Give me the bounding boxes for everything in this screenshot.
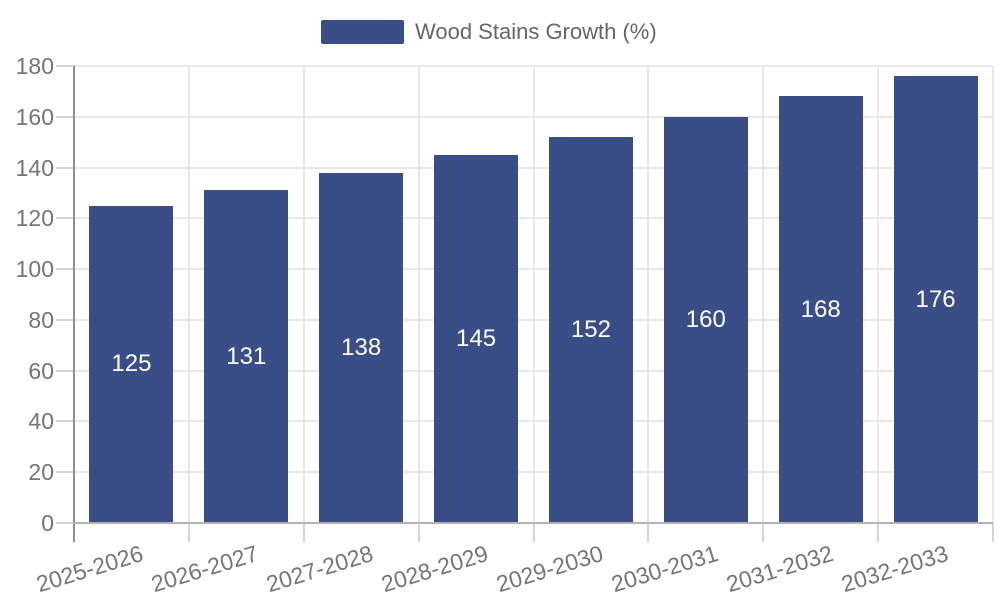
x-tick [877,523,880,542]
bar-value-label: 125 [111,350,152,378]
x-axis-label-2032-2033: 2032-2033 [837,540,951,598]
y-axis-line [73,66,75,542]
y-axis-label: 60 [28,357,54,384]
y-tick [56,369,74,372]
x-tick [762,523,765,542]
bar-2026-2027[interactable] [204,190,289,522]
x-tick [187,523,190,542]
bar-2030-2031[interactable] [663,116,748,522]
legend[interactable]: Wood Stains Growth (%) [321,19,657,45]
bar-2031-2032[interactable] [778,96,863,522]
gridline [417,66,420,522]
legend-swatch [321,20,404,44]
y-axis-label: 0 [41,510,54,536]
bar-2027-2028[interactable] [319,172,404,522]
y-tick [56,268,74,271]
y-tick [56,115,74,118]
bar-value-label: 168 [800,295,841,323]
y-tick [56,217,74,220]
y-axis-label: 140 [15,154,54,181]
x-axis-label-2031-2032: 2031-2032 [722,540,836,598]
gridline [992,66,994,522]
bar-value-label: 145 [456,324,497,352]
legend-label: Wood Stains Growth (%) [415,19,657,44]
x-axis-line [73,522,993,524]
x-tick [302,523,305,542]
y-tick [56,471,74,474]
bar-value-label: 138 [341,333,382,361]
y-axis-label: 40 [28,408,54,435]
x-axis-label-2030-2031: 2030-2031 [608,540,721,598]
x-axis-label-2028-2029: 2028-2029 [378,540,492,598]
gridline [647,66,650,522]
bar-2029-2030[interactable] [548,137,633,522]
y-axis-label: 120 [15,205,54,232]
y-tick [56,522,74,524]
y-tick [56,420,74,423]
y-axis-label: 80 [28,306,54,333]
x-tick [647,523,650,542]
bar-value-label: 160 [685,305,726,333]
x-tick [532,523,535,542]
bar-2025-2026[interactable] [89,205,174,522]
x-tick [992,523,994,542]
gridline [877,66,880,522]
gridline [187,66,190,522]
gridline [532,66,535,522]
y-axis-label: 180 [15,53,54,79]
gridline [762,66,765,522]
y-tick [56,318,74,321]
y-axis-label: 20 [28,459,54,486]
x-axis-label-2029-2030: 2029-2030 [493,540,606,598]
y-axis-label: 160 [15,103,54,130]
y-tick [56,65,74,67]
bar-2028-2029[interactable] [434,154,519,522]
x-axis-label-2027-2028: 2027-2028 [263,540,377,598]
bar-value-label: 176 [915,285,956,313]
bar-2032-2033[interactable] [893,76,978,522]
bar-value-label: 131 [226,342,267,370]
y-axis-label: 100 [15,256,54,283]
x-axis-label-2026-2027: 2026-2027 [148,540,262,598]
x-axis-label-2025-2026: 2025-2026 [33,540,147,598]
y-tick [56,166,74,169]
bar-value-label: 152 [570,316,611,344]
gridline [302,66,305,522]
x-tick [417,523,420,542]
